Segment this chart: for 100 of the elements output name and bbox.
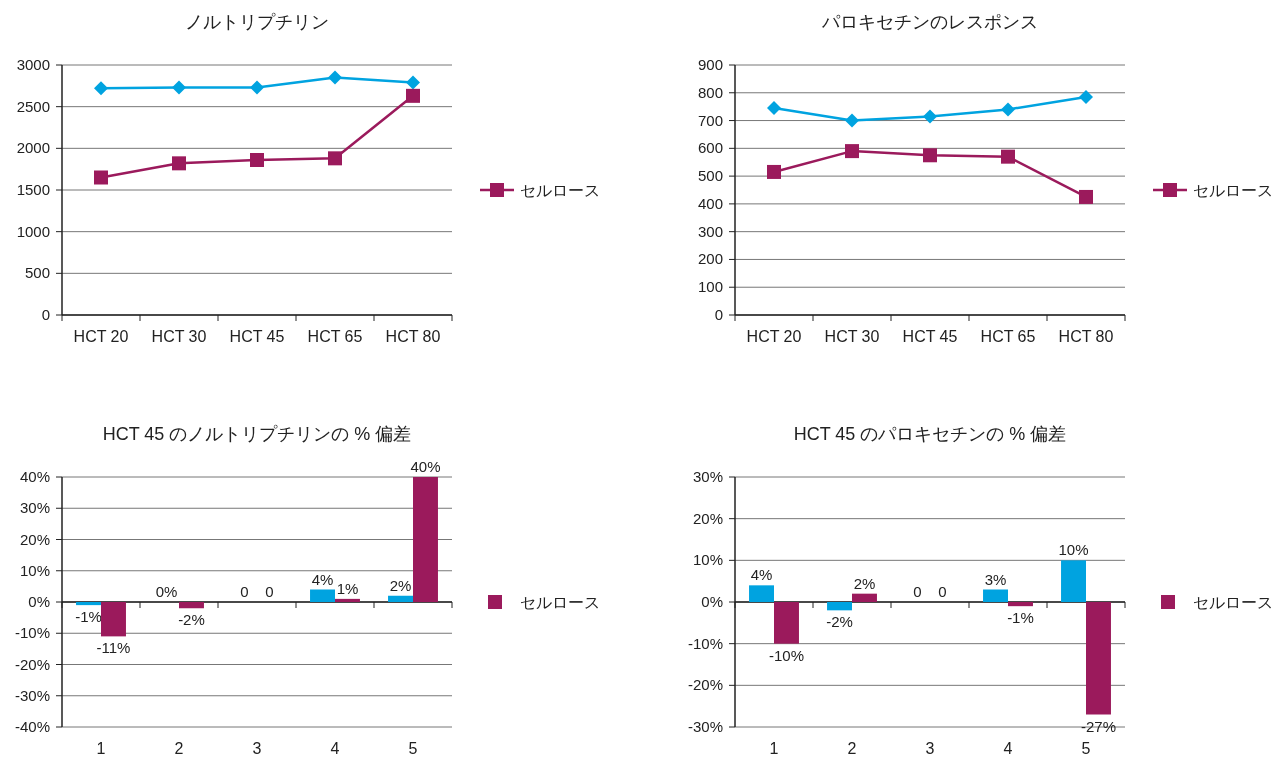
x-tick-label: 1 — [96, 740, 106, 757]
y-tick-label: -20% — [687, 676, 723, 694]
legend-label: セルロース — [520, 182, 600, 199]
chart-title: HCT 45 のノルトリプチリンの % 偏差 — [102, 424, 412, 444]
x-tick-label: HCT 45 — [902, 328, 958, 345]
bar — [983, 589, 1008, 602]
y-tick-label: 1500 — [16, 181, 50, 198]
bar — [310, 589, 335, 602]
data-label: -10% — [768, 646, 804, 664]
bar — [388, 595, 413, 602]
y-tick-label: 2500 — [16, 97, 50, 115]
point — [1001, 149, 1015, 164]
y-tick-label: 0% — [28, 593, 50, 610]
y-tick-label: 0 — [41, 306, 50, 323]
data-label: -27% — [1080, 717, 1116, 735]
point — [406, 75, 420, 90]
data-label: 0 — [265, 583, 274, 600]
data-label: 2% — [853, 574, 876, 592]
point — [250, 153, 264, 167]
point — [406, 88, 420, 103]
y-tick-label: 2000 — [16, 139, 50, 157]
bar — [852, 593, 877, 602]
y-tick-label: -30% — [14, 686, 50, 704]
x-tick-label: HCT 30 — [824, 328, 880, 345]
y-tick-label: 500 — [24, 264, 50, 282]
y-tick-label: 30% — [19, 499, 50, 517]
x-tick-label: HCT 20 — [73, 328, 129, 345]
bar — [76, 602, 101, 606]
x-tick-label: HCT 80 — [385, 328, 441, 345]
x-tick-label: 3 — [925, 740, 935, 757]
y-tick-label: 400 — [697, 194, 723, 212]
data-label: -2% — [826, 613, 853, 631]
data-label: 0 — [913, 583, 922, 600]
point — [172, 156, 186, 171]
point — [250, 80, 264, 95]
y-tick-label: 1000 — [16, 222, 50, 240]
y-tick-label: 300 — [697, 222, 723, 240]
data-label: -2% — [178, 611, 205, 629]
data-label: -1% — [1007, 609, 1034, 627]
point — [94, 170, 108, 185]
point — [1079, 89, 1093, 104]
point — [923, 109, 937, 124]
y-tick-label: -40% — [14, 718, 50, 735]
point — [923, 148, 937, 163]
chart-title: ノルトリプチリン — [185, 12, 329, 32]
point — [845, 144, 859, 159]
bar — [1086, 602, 1111, 715]
bar — [827, 602, 852, 611]
x-tick-label: 1 — [769, 740, 779, 757]
y-tick-label: 700 — [697, 111, 723, 129]
data-label: -1% — [75, 608, 102, 626]
data-label: 0% — [155, 583, 178, 600]
point — [845, 113, 859, 128]
point — [172, 80, 186, 95]
x-tick-label: HCT 80 — [1058, 328, 1114, 345]
data-label: 10% — [1058, 541, 1089, 559]
bar — [179, 602, 204, 609]
data-label: 40% — [410, 458, 441, 475]
point — [94, 81, 108, 96]
x-tick-label: 4 — [330, 740, 340, 757]
data-label: 1% — [336, 579, 359, 597]
bar — [774, 602, 799, 644]
y-tick-label: 600 — [697, 139, 723, 157]
bar — [1008, 602, 1033, 607]
x-tick-label: 5 — [1081, 740, 1091, 757]
x-tick-label: 3 — [252, 740, 262, 757]
data-label: -11% — [96, 639, 131, 657]
point — [767, 101, 781, 116]
y-tick-label: 900 — [697, 56, 723, 73]
y-tick-label: 0 — [714, 306, 723, 323]
y-tick-label: -10% — [14, 624, 50, 642]
chart-title: パロキセチンのレスポンス — [821, 12, 1038, 32]
point — [328, 151, 342, 166]
y-tick-label: 20% — [19, 530, 50, 548]
x-tick-label: HCT 65 — [980, 328, 1036, 345]
x-tick-label: HCT 45 — [229, 328, 285, 345]
y-tick-label: 200 — [697, 250, 723, 268]
x-tick-label: 2 — [847, 740, 857, 757]
y-tick-label: 10% — [19, 561, 50, 579]
data-label: 2% — [389, 576, 412, 594]
point — [1079, 189, 1093, 204]
y-tick-label: 30% — [692, 468, 723, 485]
data-label: 0 — [240, 583, 249, 600]
point — [1001, 102, 1015, 117]
bar — [101, 602, 126, 637]
y-tick-label: -10% — [687, 634, 723, 652]
x-tick-label: 2 — [174, 740, 184, 757]
x-tick-label: HCT 30 — [151, 328, 207, 345]
data-label: 4% — [311, 570, 334, 588]
y-tick-label: 40% — [19, 468, 50, 485]
point — [328, 70, 342, 85]
point — [767, 164, 781, 179]
bar — [413, 477, 438, 602]
y-tick-label: -20% — [14, 655, 50, 673]
y-tick-label: -30% — [687, 718, 723, 735]
data-label: 3% — [984, 570, 1007, 588]
chart-title: HCT 45 のパロキセチンの % 偏差 — [793, 424, 1067, 444]
y-tick-label: 100 — [697, 278, 723, 296]
y-tick-label: 800 — [697, 83, 723, 101]
y-tick-label: 500 — [697, 167, 723, 185]
